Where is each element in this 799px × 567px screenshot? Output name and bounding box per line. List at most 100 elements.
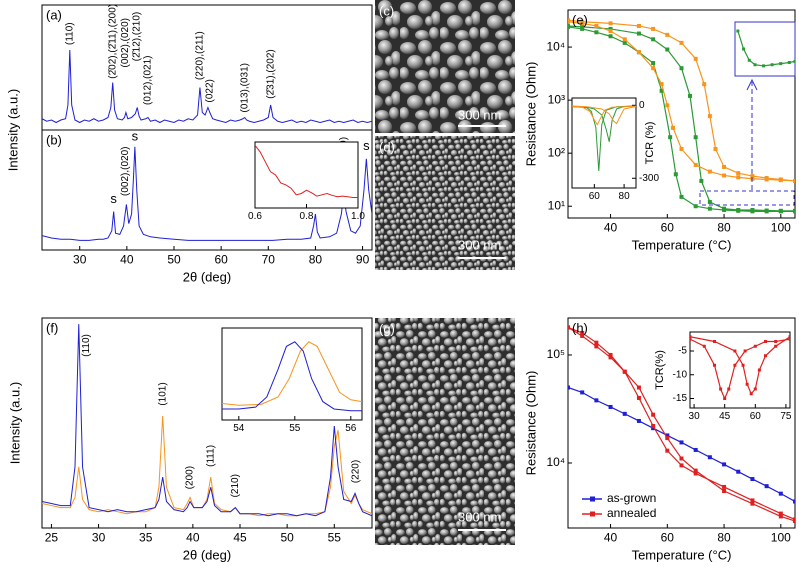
chart-panel [734, 21, 796, 77]
marker [673, 172, 678, 177]
panel-label: (g) [379, 321, 395, 336]
plot-content [568, 18, 795, 214]
marker [778, 209, 783, 214]
marker [693, 471, 698, 476]
plot-content [222, 341, 362, 412]
marker [793, 499, 795, 504]
series-line [572, 105, 636, 172]
x-tick-label: 56 [345, 423, 357, 434]
plot-content [42, 49, 372, 124]
plot-area [254, 141, 359, 209]
sem-image [375, 136, 515, 270]
marker [778, 511, 783, 516]
x-axis-label: Temperature (°C) [632, 237, 732, 252]
marker [679, 463, 684, 468]
marker [712, 340, 716, 343]
marker [749, 392, 753, 396]
marker [679, 456, 684, 461]
series-line [255, 144, 358, 198]
x-tick-label: 54 [233, 423, 245, 434]
marker [665, 448, 670, 453]
sem-image-d: (d) 300 nm [375, 136, 515, 270]
sem-image [375, 0, 515, 133]
marker [665, 47, 670, 52]
marker [736, 175, 741, 180]
marker [764, 209, 769, 214]
marker [745, 382, 749, 386]
marker [636, 385, 641, 390]
panel-label: (c) [379, 3, 394, 18]
x-tick-label: 55 [289, 423, 301, 434]
x-axis-label: Temperature (°C) [632, 547, 732, 562]
x-tick-label: 90 [356, 252, 370, 266]
plot-content [572, 105, 636, 172]
marker [723, 397, 727, 400]
sem-image-c: (c) 300 nm [375, 0, 515, 133]
marker [712, 363, 716, 367]
marker [774, 340, 778, 343]
marker [742, 47, 746, 51]
marker [594, 398, 599, 403]
marker [679, 66, 684, 71]
marker [707, 169, 712, 174]
marker [753, 63, 757, 67]
peak-annotation: s [363, 138, 370, 153]
marker [707, 455, 712, 460]
plot-area [221, 327, 363, 421]
marker [608, 21, 613, 26]
scale-bar-label: 300 nm [458, 237, 501, 252]
marker [779, 62, 783, 66]
marker [699, 178, 704, 183]
y-tick-label: 10⁴ [546, 455, 565, 469]
marker [722, 207, 727, 212]
zoom-arrow-head [746, 78, 758, 91]
marker [750, 498, 755, 503]
marker [594, 23, 599, 28]
sem-image-g: (g) 300 nm [375, 318, 515, 545]
marker [622, 37, 627, 42]
marker [736, 469, 741, 474]
x-tick-label: 60 [214, 252, 228, 266]
x-tick-label: 30 [92, 530, 106, 544]
marker [665, 436, 670, 441]
series-line [568, 25, 795, 212]
y-axis-label: Resistance (Ohm) [523, 62, 538, 167]
y-tick-label: 10¹ [548, 198, 565, 212]
peak-annotation: (012),(021) [143, 56, 154, 105]
marker [580, 330, 585, 335]
plot-area [689, 331, 791, 409]
series-line [572, 105, 636, 125]
marker [793, 209, 795, 214]
marker [636, 395, 641, 400]
marker [670, 125, 675, 130]
marker [622, 40, 627, 45]
peak-annotation: (220),(211) [195, 31, 206, 80]
marker [568, 385, 570, 390]
marker [778, 514, 783, 519]
plot-area [571, 97, 637, 189]
peak-annotation: (013),(031) [239, 63, 250, 112]
marker [702, 344, 706, 348]
marker [651, 412, 656, 417]
marker [793, 59, 795, 63]
marker [733, 363, 737, 367]
y-tick-label: -5 [678, 346, 687, 357]
marker [793, 178, 795, 183]
marker [651, 26, 656, 31]
x-tick-label: 80 [309, 252, 323, 266]
x-tick-label: 100 [771, 220, 791, 234]
y-tick-label: -15 [673, 393, 688, 404]
marker [750, 209, 755, 214]
marker [651, 66, 656, 71]
marker [736, 208, 741, 213]
marker [622, 369, 627, 374]
x-tick-label: 0.6 [248, 211, 262, 222]
chart-panel: 30 45 60 75 -5 -10 -15 TCR(%) [654, 331, 792, 422]
marker [722, 462, 727, 467]
panel-label: (a) [46, 7, 62, 22]
marker [693, 447, 698, 452]
legend-marker [590, 496, 595, 502]
peak-annotation: s [132, 129, 139, 144]
x-axis-label: 2θ (deg) [183, 269, 231, 284]
